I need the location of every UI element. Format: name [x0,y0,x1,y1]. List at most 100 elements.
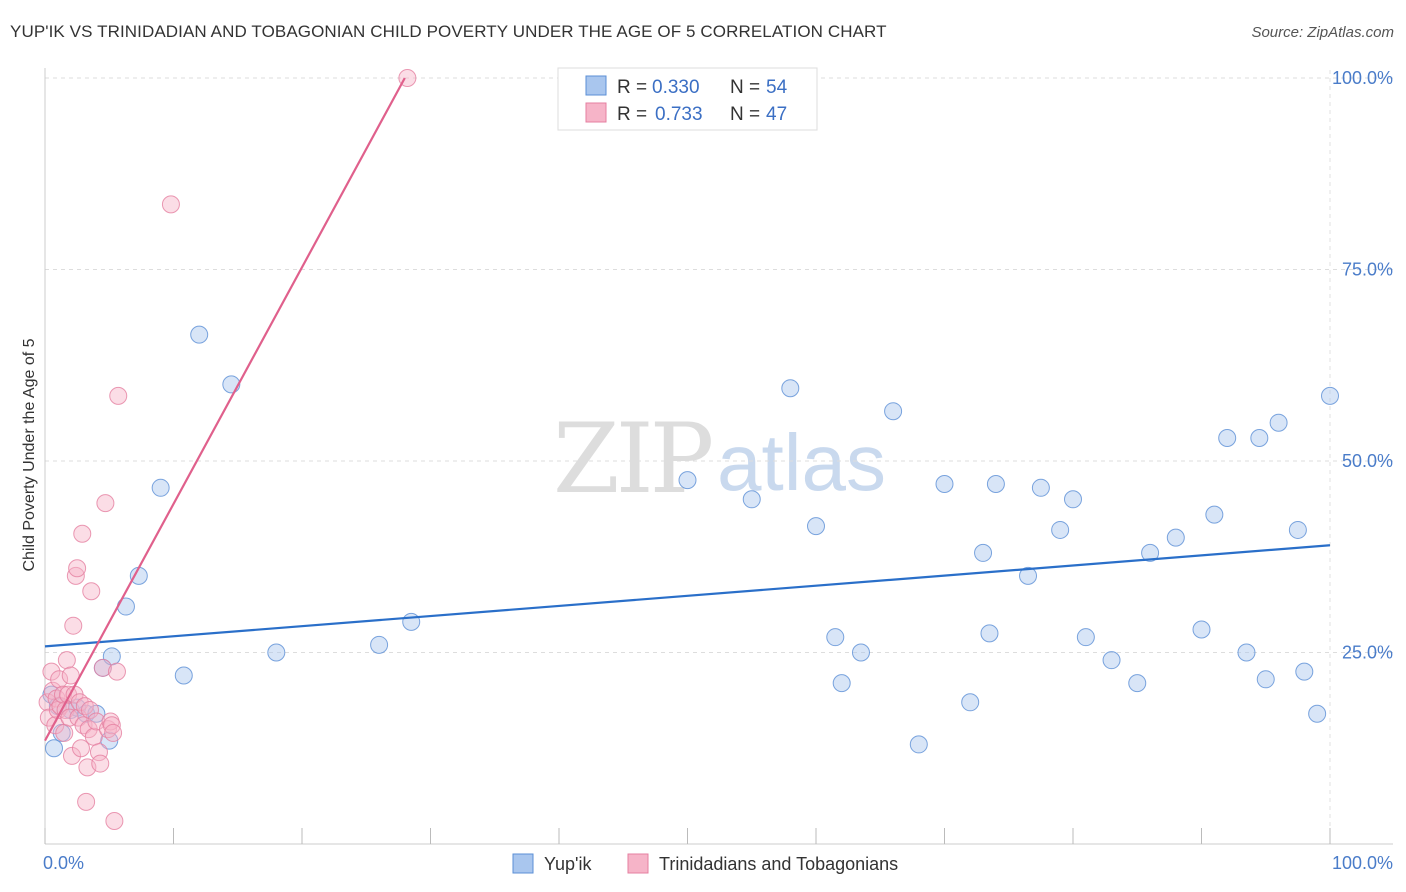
trinidadian-point [73,524,92,543]
yupik-point [832,674,851,693]
yupik-point [935,474,954,493]
yupik-point [851,643,870,662]
x-tick-label: 0.0% [43,853,84,873]
yupik-point [1250,429,1269,448]
trinidadian-point [161,195,180,214]
trinidadian-point [104,723,123,742]
yupik-point [370,635,389,654]
y-tick-labels: 25.0% 50.0% 75.0% 100.0% [1332,68,1393,663]
y-tick-label: 75.0% [1342,260,1393,280]
series-legend: Yup'ik Trinidadians and Tobagonians [512,853,898,874]
trinidadian-point [77,792,96,811]
trinidadian-point [105,812,124,831]
trinidadian-point [107,662,126,681]
yupik-point [1019,566,1038,585]
trinidadian-point [55,723,74,742]
legend-r-label-yupik: R = [617,77,647,98]
source-label: Source: ZipAtlas.com [1251,24,1394,41]
legend-r-value-trinidadian: 0.733 [655,104,703,125]
y-tick-label: 25.0% [1342,643,1393,663]
yupik-point [1128,674,1147,693]
yupik-point [1051,520,1070,539]
legend-n-label-trinidadian: N = [730,104,760,125]
trinidadian-point [57,651,76,670]
legend-n-value-trinidadian: 47 [766,104,787,125]
yupik-point [402,612,421,631]
trinidadian-point [62,746,81,765]
yupik-point [884,402,903,421]
series-yupik-points [42,325,1339,758]
yupik-point [1102,651,1121,670]
trinidadian-point [80,700,99,719]
yupik-point [174,666,193,685]
y-tick-label: 100.0% [1332,68,1393,88]
yupik-point [1205,505,1224,524]
trinidadian-point [64,616,83,635]
yupik-point [1308,704,1327,723]
yupik-point [986,474,1005,493]
yupik-point [807,517,825,536]
trinidadian-point [93,658,112,677]
legend-swatch-yupik [585,75,607,96]
trinidadian-point [66,566,85,585]
trinidadian-point [102,716,121,735]
yupik-point [1192,620,1211,639]
trinidadian-point [42,662,61,681]
watermark-zip: ZIP [553,403,712,515]
legend-r-value-yupik: 0.330 [652,77,700,98]
trinidadian-point [82,582,101,601]
yupik-point [44,739,63,758]
watermark-atlas: atlas [717,418,886,507]
yupik-point [1064,490,1082,509]
yupik-point [151,478,170,497]
series-legend-swatch-yupik [512,853,534,874]
trinidadian-point [96,494,115,513]
yupik-point [1218,429,1237,448]
trinidadian-point [71,739,90,758]
series-legend-label-trinidadian: Trinidadians and Tobagonians [659,854,898,874]
yupik-point [1295,662,1314,681]
trinidadian-trend-line [44,77,406,742]
yupik-point [980,624,999,643]
trend-lines [44,77,1331,742]
x-tick-labels: 0.0% 100.0% [43,853,1393,873]
trinidadian-point [91,754,110,773]
y-tick-label: 50.0% [1342,451,1393,471]
trinidadian-point [89,743,108,762]
yupik-point [1256,670,1275,689]
yupik-point [1141,543,1160,562]
watermark: ZIP atlas [553,403,886,515]
yupik-point [781,379,800,398]
yupik-point [1076,628,1095,647]
yupik-point [1237,643,1256,662]
yupik-point [1166,528,1185,547]
series-legend-label-yupik: Yup'ik [544,854,592,874]
yupik-point [190,325,209,344]
legend-n-label-yupik: N = [730,77,760,98]
series-legend-swatch-trinidadian [627,853,649,874]
yupik-point [1321,386,1339,405]
correlation-legend: R = 0.330 N = 54 R = 0.733 N = 47 [557,67,818,131]
series-trinidadian-points [38,69,417,831]
legend-n-value-yupik: 54 [766,77,788,98]
yupik-point [826,628,845,647]
yupik-point [974,543,993,562]
chart-title: YUP'IK VS TRINIDADIAN AND TOBAGONIAN CHI… [10,22,887,41]
yupik-point [267,643,286,662]
trinidadian-point [68,559,87,578]
yupik-point [678,471,697,490]
yupik-point [909,735,928,754]
trinidadian-point [50,670,69,689]
yupik-point [961,693,980,712]
trinidadian-point [109,386,128,405]
legend-swatch-trinidadian [585,102,607,123]
yupik-point [1288,520,1307,539]
yupik-trend-line [44,544,1331,648]
legend-r-label-trinidadian: R = [617,104,647,125]
yupik-point [1031,478,1050,497]
axes [44,68,1393,845]
yupik-point [1269,413,1288,432]
grid-lines [45,70,1393,844]
x-tick-label: 100.0% [1332,853,1393,873]
